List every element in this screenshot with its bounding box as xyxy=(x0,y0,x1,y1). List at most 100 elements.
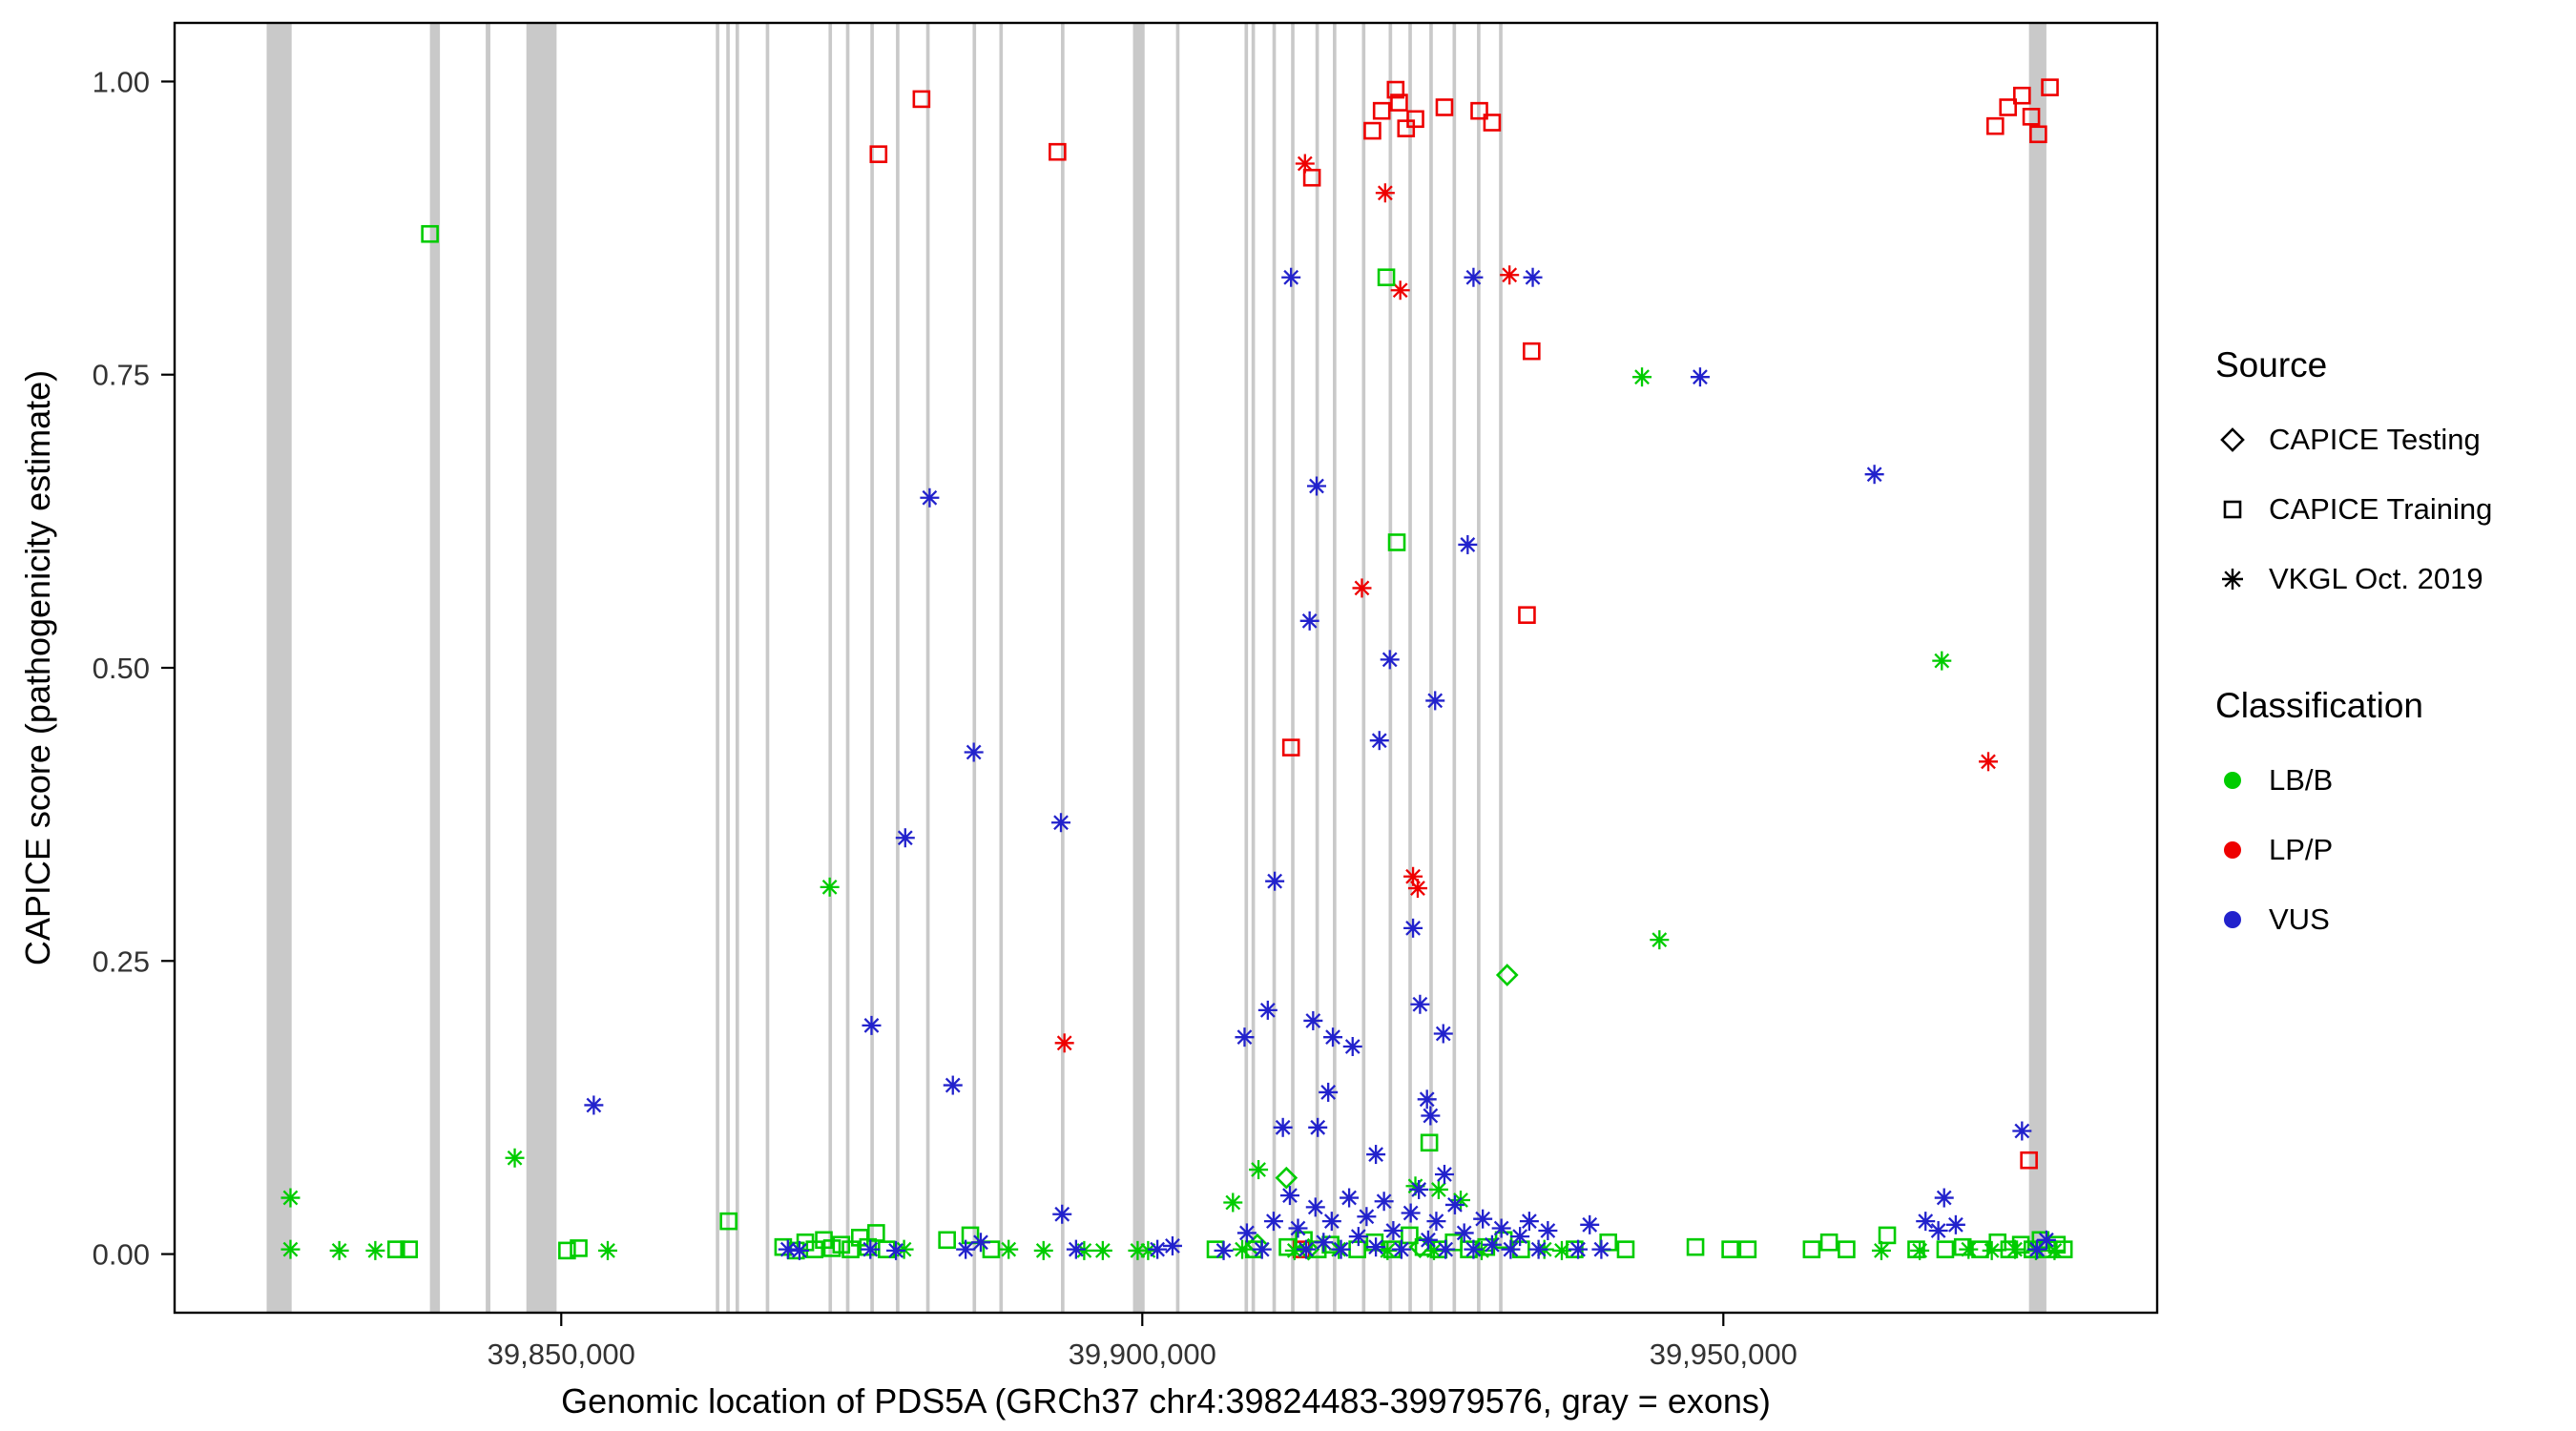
data-point xyxy=(1387,533,1406,551)
data-point xyxy=(1092,1240,1112,1260)
data-point xyxy=(1464,1239,1484,1259)
data-point xyxy=(1407,879,1427,899)
data-point xyxy=(1265,871,1285,891)
data-point xyxy=(1303,1010,1323,1030)
data-point xyxy=(1380,650,1400,670)
data-point xyxy=(1279,1186,1299,1206)
exon-bar xyxy=(2028,23,2046,1313)
data-point xyxy=(1365,1233,1384,1252)
data-point xyxy=(1236,1223,1257,1243)
data-point xyxy=(1482,1234,1502,1255)
data-point xyxy=(1233,1239,1253,1259)
exon-bar xyxy=(486,23,490,1313)
data-point xyxy=(1375,183,1395,203)
y-tick-label: 0.75 xyxy=(93,359,150,392)
legend-label-vkgl: VKGL Oct. 2019 xyxy=(2269,561,2483,595)
square-icon xyxy=(2223,500,2242,518)
legend-label-capice-training: CAPICE Training xyxy=(2269,491,2493,526)
data-point xyxy=(1369,731,1389,751)
data-point xyxy=(1299,611,1319,631)
data-point xyxy=(1295,154,1315,174)
data-point xyxy=(1979,752,1999,772)
data-point xyxy=(1421,1106,1441,1126)
data-point xyxy=(2041,78,2059,96)
data-point xyxy=(1538,1220,1558,1240)
legend-item-capice-testing: CAPICE Testing xyxy=(2215,404,2492,474)
data-point xyxy=(1721,1240,1739,1258)
y-tick-label: 1.00 xyxy=(93,65,150,98)
data-point xyxy=(387,1240,405,1258)
data-point xyxy=(1357,1207,1377,1227)
data-point xyxy=(789,1240,809,1260)
data-point xyxy=(1428,1179,1448,1199)
y-tick-label: 0.00 xyxy=(93,1238,150,1272)
exon-bar xyxy=(972,23,977,1313)
data-point xyxy=(1390,93,1408,112)
data-point xyxy=(1308,1117,1328,1137)
data-point xyxy=(1426,1212,1446,1232)
plot-panel xyxy=(173,21,2159,1315)
data-point xyxy=(1408,1235,1432,1259)
data-point xyxy=(1281,267,1301,287)
data-point xyxy=(1386,80,1405,99)
data-point xyxy=(1934,1188,1954,1208)
exon-bar xyxy=(526,23,557,1313)
data-point xyxy=(1916,1212,1936,1232)
data-point xyxy=(584,1095,604,1115)
exon-bar xyxy=(1429,23,1433,1313)
data-point xyxy=(1275,1166,1298,1190)
data-point xyxy=(1982,1240,2002,1260)
data-point xyxy=(1510,1227,1530,1247)
data-point xyxy=(1383,1220,1403,1240)
data-point xyxy=(1551,1240,1571,1260)
data-point xyxy=(400,1240,419,1258)
data-point xyxy=(1390,280,1410,301)
data-point xyxy=(719,1212,737,1231)
exon-bar xyxy=(716,23,719,1313)
exon-bar xyxy=(925,23,930,1313)
data-point xyxy=(1519,1212,1539,1232)
data-point xyxy=(1374,1192,1394,1212)
data-point xyxy=(1331,1239,1351,1259)
exon-bar xyxy=(266,23,292,1313)
data-point xyxy=(1501,1239,1521,1259)
data-point xyxy=(867,1224,885,1242)
exon-bar xyxy=(1291,23,1295,1313)
data-point xyxy=(1436,1239,1456,1259)
data-point xyxy=(895,828,915,848)
data-point xyxy=(912,90,931,109)
data-point xyxy=(1049,142,1067,161)
data-point xyxy=(1932,651,1952,671)
data-point xyxy=(920,487,940,508)
legend-label-lb-b: LB/B xyxy=(2269,762,2334,797)
data-point xyxy=(1323,1027,1343,1047)
data-point xyxy=(1348,1227,1368,1247)
x-axis-title: Genomic location of PDS5A (GRCh37 chr4:3… xyxy=(561,1381,1771,1421)
legend-label-vus: VUS xyxy=(2269,902,2330,936)
data-point xyxy=(1454,1223,1474,1243)
data-point xyxy=(862,1015,882,1035)
dot-icon-lp-p xyxy=(2224,840,2241,859)
data-point xyxy=(1878,1226,1897,1245)
data-point xyxy=(1523,267,1543,287)
data-point xyxy=(982,1240,1001,1258)
exon-bar xyxy=(1175,23,1180,1313)
asterisk-icon xyxy=(2222,568,2243,590)
data-point xyxy=(1249,1160,1269,1180)
data-point xyxy=(1273,1117,1293,1137)
data-point xyxy=(1252,1239,1272,1259)
data-point xyxy=(1257,1000,1278,1020)
exon-bar xyxy=(1361,23,1366,1313)
data-point xyxy=(1986,116,2005,135)
data-point xyxy=(1945,1214,1965,1234)
data-point xyxy=(1052,1204,1072,1224)
data-point xyxy=(943,1075,963,1095)
data-point xyxy=(1352,578,1372,598)
data-point xyxy=(505,1148,525,1168)
data-point xyxy=(597,1240,617,1260)
data-point xyxy=(1366,1145,1386,1165)
data-point xyxy=(1401,1203,1421,1223)
data-point xyxy=(1528,1239,1548,1259)
data-point xyxy=(1342,1036,1362,1056)
